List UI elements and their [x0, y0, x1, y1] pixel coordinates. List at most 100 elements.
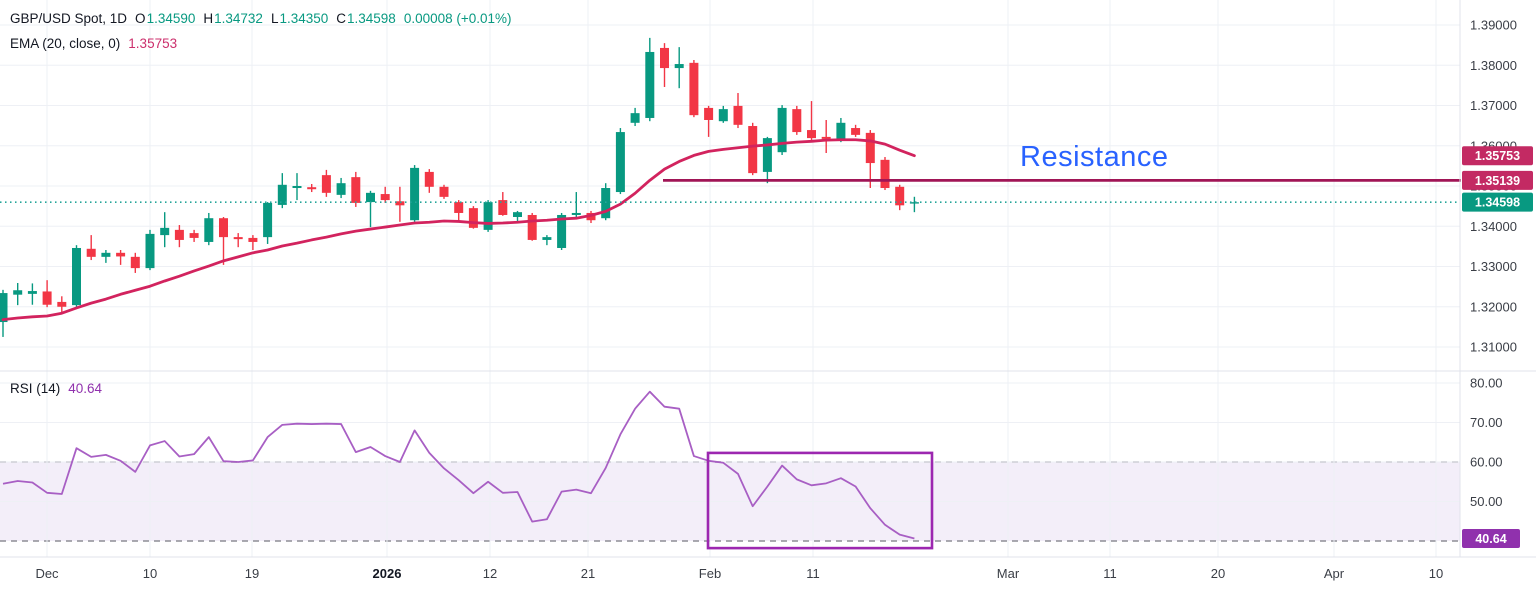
close-readout: C 1.34598	[336, 11, 396, 26]
candle-body	[527, 214, 537, 240]
candle-body	[395, 201, 405, 206]
symbol-title[interactable]: GBP/USD Spot, 1D	[10, 11, 128, 26]
candle	[909, 196, 919, 213]
candle	[674, 47, 684, 89]
rsi-badge-value: 40.64	[1475, 532, 1506, 546]
candle-body	[674, 64, 684, 69]
candle	[689, 60, 699, 118]
resistance-annotation-label[interactable]: Resistance	[1020, 141, 1169, 173]
candle	[777, 105, 787, 156]
candle	[0, 289, 8, 337]
candle	[542, 235, 552, 246]
candle	[807, 101, 816, 141]
time-axis-label: 11	[1103, 566, 1117, 581]
candle-body	[101, 252, 111, 257]
price-badge-value: 1.34598	[1475, 196, 1520, 210]
candle-body	[792, 109, 802, 133]
candle-body	[645, 51, 655, 118]
candle-body	[380, 194, 390, 201]
candle-body	[454, 202, 464, 213]
candle	[27, 283, 37, 305]
candle-body	[865, 132, 875, 164]
candle-body	[733, 105, 743, 125]
candle	[263, 202, 273, 244]
candle	[277, 173, 287, 209]
candle-body	[498, 200, 508, 215]
price-axis-label: 1.39000	[1470, 18, 1517, 33]
time-axis-label: Feb	[699, 566, 721, 581]
candle	[483, 200, 493, 232]
candle-body	[219, 218, 228, 238]
candle	[895, 184, 905, 211]
candle	[821, 119, 831, 153]
candle-body	[42, 291, 52, 305]
time-axis-label: 21	[581, 566, 595, 581]
candle	[366, 190, 375, 228]
candle-body	[807, 130, 816, 139]
candle	[116, 249, 126, 265]
candle-body	[689, 62, 699, 116]
candle	[395, 186, 405, 222]
candle-body	[660, 47, 669, 69]
candle-body	[13, 290, 23, 295]
candle	[498, 192, 508, 216]
candle-body	[909, 202, 919, 204]
candle	[336, 177, 346, 199]
candle	[733, 93, 743, 129]
low-readout: L 1.34350	[270, 11, 329, 26]
time-axis-label: Apr	[1324, 566, 1345, 581]
candle-body	[630, 113, 640, 123]
rsi-legend-label: RSI (14)	[10, 381, 61, 396]
candle-body	[27, 291, 37, 294]
candle-body	[542, 237, 552, 240]
candle	[189, 229, 199, 242]
candle-body	[145, 233, 155, 269]
candle	[527, 212, 537, 241]
candle	[219, 216, 228, 265]
candle-body	[292, 186, 302, 189]
candle	[424, 169, 434, 193]
candle	[454, 200, 464, 222]
candle	[174, 225, 184, 248]
candle	[851, 124, 861, 137]
candle-body	[615, 132, 625, 193]
candle-body	[439, 186, 449, 197]
candle	[439, 184, 449, 199]
candle-body	[410, 167, 420, 221]
candle-body	[513, 212, 522, 217]
ema-legend-value: 1.35753	[128, 36, 178, 51]
candle-body	[321, 175, 331, 193]
candle	[615, 128, 625, 195]
ema-legend[interactable]: EMA (20, close, 0) 1.35753	[10, 36, 177, 51]
candle-body	[483, 202, 493, 230]
price-badge-value: 1.35139	[1475, 174, 1520, 188]
candle-body	[351, 177, 361, 203]
candle	[130, 252, 140, 273]
candle-body	[307, 187, 317, 190]
candle	[792, 105, 802, 135]
time-axis[interactable]: Dec 10 19 2026 12 21 Feb 11 Mar 11 20 Apr 10	[35, 566, 1443, 581]
price-axis-label: 1.33000	[1470, 259, 1517, 274]
candle	[307, 183, 317, 193]
candle	[571, 192, 581, 217]
time-axis-label: 20	[1211, 566, 1225, 581]
price-badge	[1462, 170, 1533, 190]
candle-body	[277, 184, 287, 205]
candle-body	[557, 214, 567, 248]
time-axis-label: Mar	[997, 566, 1020, 581]
ema-line	[1, 138, 916, 322]
candle	[351, 171, 361, 207]
candle-body	[762, 138, 772, 172]
price-badges: 1.35753 1.35139 1.34598 40.64	[1462, 146, 1533, 548]
candle-body	[130, 256, 140, 269]
candle-body	[248, 237, 258, 242]
rsi-highlight-box[interactable]	[706, 451, 934, 550]
candle-body	[263, 202, 273, 238]
candle	[468, 206, 478, 229]
price-badge-value: 1.35753	[1475, 149, 1520, 163]
candlestick-series	[0, 37, 919, 337]
candle	[410, 165, 420, 222]
rsi-legend[interactable]: RSI (14) 40.64	[10, 381, 102, 396]
